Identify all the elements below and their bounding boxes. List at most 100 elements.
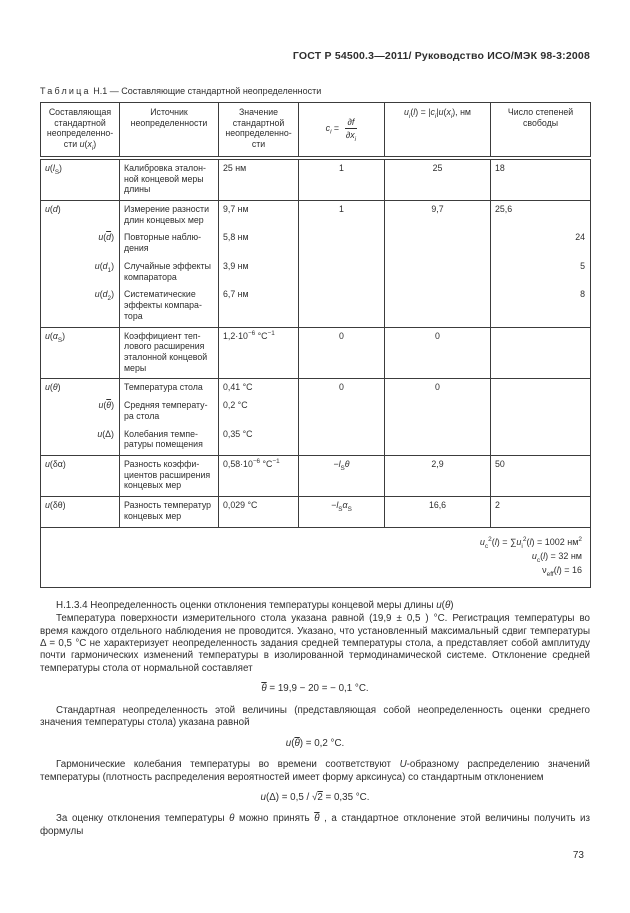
table-caption-word: Таблица <box>40 86 91 96</box>
table-row: u(lS) Калибровка эталон­ной концевой мер… <box>40 157 591 201</box>
table-row: u(d) Измерение разно­сти длин концевых м… <box>40 200 591 231</box>
cell-source: Коэффициент теп­лового расширения эталон… <box>119 326 219 379</box>
paragraph-3: Гармонические колебания температуры во в… <box>40 759 590 783</box>
cell-value: 9,7 нм <box>218 200 299 231</box>
formula-u-theta-mean: u(θ) = 0,2 °С. <box>285 737 345 749</box>
col-header-value: Значение стандартной неопределенно­сти <box>218 102 299 160</box>
cell-coefficient: 0 <box>298 326 385 379</box>
table-caption: Таблица Н.1 — Составляющие стандартной н… <box>40 86 590 96</box>
combined-uncertainty-formula: uc(l) = 32 нм <box>531 550 582 564</box>
cell-value: 5,8 нм <box>218 230 299 259</box>
cell-source: Средняя температу­ра стола <box>119 398 219 427</box>
cell-contribution: 0 <box>384 378 491 399</box>
cell-contribution: 2,9 <box>384 454 491 497</box>
cell-source: Разность коэффи­циентов расшире­ния конц… <box>119 454 219 497</box>
cell-value: 0,35 °С <box>218 426 299 456</box>
table-row: u(θ) Температура стола 0,41 °С 0 0 <box>40 378 591 399</box>
cell-dof: 2 <box>490 496 591 528</box>
cell-coefficient <box>298 258 385 288</box>
cell-contribution <box>384 258 491 288</box>
cell-component: u(d) <box>40 200 120 231</box>
cell-contribution: 0 <box>384 326 491 379</box>
cell-source: Калибровка эталон­ной концевой меры длин… <box>119 157 219 201</box>
cell-component: u(αS) <box>40 326 120 379</box>
cell-source: Колебания темпе­ратуры помещения <box>119 426 219 456</box>
table-subrow: u(Δ) Колебания темпе­ратуры помещения 0,… <box>40 426 591 456</box>
cell-dof: 24 <box>490 230 591 259</box>
cell-component: u(δα) <box>40 454 120 497</box>
cell-dof: 50 <box>490 454 591 497</box>
col-header-contribution: ui(l) = |ci|u(xi), нм <box>384 102 491 160</box>
cell-component: u(θ) <box>40 398 120 427</box>
cell-dof: 18 <box>490 157 591 201</box>
page-content: ГОСТ Р 54500.3—2011/ Руководство ИСО/МЭК… <box>0 50 630 861</box>
cell-contribution: 16,6 <box>384 496 491 528</box>
uncertainty-components-table: Составляющая стандартной неопределенно­с… <box>40 102 591 588</box>
cell-coefficient <box>298 287 385 327</box>
cell-coefficient <box>298 230 385 259</box>
table-subrow: u(d1) Случайные эффек­ты компаратора 3,9… <box>40 258 591 288</box>
cell-coefficient: −lSαS <box>298 496 385 528</box>
effective-dof-formula: νeff(l) = 16 <box>542 565 582 579</box>
table-summary-row: uc2(l) = ∑ui2(l) = 1002 нм2 uc(l) = 32 н… <box>40 526 591 588</box>
cell-coefficient: 0 <box>298 378 385 399</box>
combined-variance-formula: uc2(l) = ∑ui2(l) = 1002 нм2 <box>479 535 582 550</box>
cell-component: u(Δ) <box>40 426 120 456</box>
paragraph-2: Стандартная неопределенность этой величи… <box>40 704 590 729</box>
paragraph-1: Температура поверхности измерительного с… <box>40 613 590 674</box>
table-subrow: u(d) Повторные наблю­дения 5,8 нм 24 <box>40 230 591 259</box>
cell-coefficient: 1 <box>298 157 385 201</box>
cell-source: Повторные наблю­дения <box>119 230 219 259</box>
cell-component: u(d) <box>40 230 120 259</box>
table-row: u(δα) Разность коэффи­циентов расшире­ни… <box>40 454 591 497</box>
cell-value: 0,029 °С <box>218 496 299 528</box>
cell-contribution <box>384 287 491 327</box>
cell-value: 0,58·10−6 °С−1 <box>218 454 299 497</box>
cell-coefficient: 1 <box>298 200 385 231</box>
cell-source: Измерение разно­сти длин концевых мер <box>119 200 219 231</box>
cell-dof: 5 <box>490 258 591 288</box>
cell-value: 25 нм <box>218 157 299 201</box>
cell-dof <box>490 378 591 399</box>
running-header: ГОСТ Р 54500.3—2011/ Руководство ИСО/МЭК… <box>292 50 590 62</box>
col-header-component: Составляющая стандартной неопределенно­с… <box>40 102 120 160</box>
formula-theta-mean: θ = 19,9 − 20 = − 0,1 °С. <box>261 683 369 695</box>
table-row: u(αS) Коэффициент теп­лового расширения … <box>40 326 591 379</box>
cell-component: u(d1) <box>40 258 120 288</box>
cell-coefficient: −lSθ <box>298 454 385 497</box>
cell-contribution <box>384 230 491 259</box>
cell-source: Разность темпера­тур концевых мер <box>119 496 219 528</box>
cell-dof <box>490 426 591 456</box>
cell-contribution <box>384 426 491 456</box>
cell-dof <box>490 326 591 379</box>
col-header-degrees-of-freedom: Число степеней свободы <box>490 102 591 160</box>
cell-coefficient <box>298 398 385 427</box>
col-header-source: Источник неопределенности <box>119 102 219 160</box>
cell-source: Случайные эффек­ты компаратора <box>119 258 219 288</box>
table-row: u(δθ) Разность темпера­тур концевых мер … <box>40 496 591 528</box>
cell-value: 0,41 °С <box>218 378 299 399</box>
cell-source: Систематические эффекты компара­тора <box>119 287 219 327</box>
cell-component: u(lS) <box>40 157 120 201</box>
formula-u-delta: u(Δ) = 0,5 / √2 = 0,35 °С. <box>260 791 370 803</box>
cell-value: 6,7 нм <box>218 287 299 327</box>
table-subrow: u(d2) Систематические эффекты компара­то… <box>40 287 591 327</box>
table-caption-title: Н.1 — Составляющие стандартной неопредел… <box>93 86 322 96</box>
page-number: 73 <box>572 850 584 862</box>
cell-summary: uc2(l) = ∑ui2(l) = 1002 нм2 uc(l) = 32 н… <box>40 526 591 588</box>
paragraph-4: За оценку отклонения температуры θ можно… <box>40 813 591 837</box>
cell-component: u(δθ) <box>40 496 120 528</box>
cell-component: u(d2) <box>40 287 120 327</box>
cell-source: Температура стола <box>119 378 219 399</box>
section-h134: Н.1.3.4 Неопределенность оценки отклонен… <box>40 600 590 839</box>
cell-dof <box>490 398 591 427</box>
cell-value: 3,9 нм <box>218 258 299 288</box>
cell-contribution <box>384 398 491 427</box>
table-subrow: u(θ) Средняя температу­ра стола 0,2 °С <box>40 398 591 427</box>
col-header-sensitivity-coefficient: ci = ∂f ∂xi <box>298 102 385 160</box>
cell-contribution: 9,7 <box>384 200 491 231</box>
cell-value: 0,2 °С <box>218 398 299 427</box>
cell-value: 1,2·10−6 °С−1 <box>218 326 299 379</box>
table-header-row: Составляющая стандартной неопределенно­с… <box>40 102 591 160</box>
